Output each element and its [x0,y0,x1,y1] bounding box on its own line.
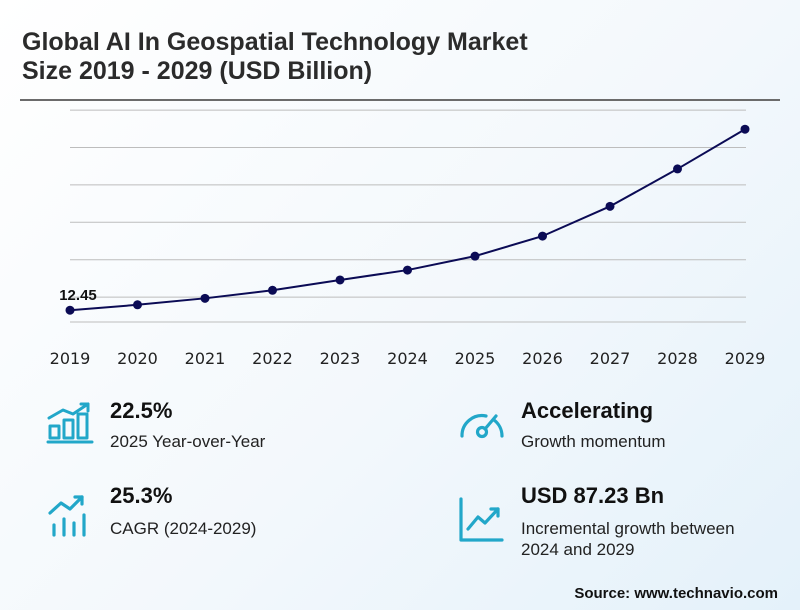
stat-value: 25.3% [110,483,173,508]
stat-yoy: 22.5% 2025 Year-over-Year [46,398,376,458]
x-tick-label: 2028 [657,349,698,368]
data-point [470,251,480,261]
series-line [69,128,746,312]
data-point [538,231,547,241]
data-point [65,305,75,315]
data-point [605,201,615,211]
stat-desc: 2025 Year-over-Year [110,432,266,451]
x-tick-label: 2025 [455,349,496,368]
x-tick-label: 2019 [50,349,91,368]
data-point [335,275,345,285]
x-tick-label: 2021 [185,349,226,368]
line-chart: 2019 2020 2021 2022 2023 2024 2025 2026 2027 2028… [50,109,766,368]
data-point [673,164,682,174]
x-tick-label: 2020 [117,349,158,368]
data-label: 12.45 [59,287,97,304]
stat-value: 22.5% [110,398,173,423]
data-point [740,124,750,134]
stat-desc: Incremental growth between 2024 and 2029 [521,519,735,559]
bar-growth-icon [46,402,94,444]
stat-momentum: Accelerating Growth momentum [456,398,776,458]
data-point [200,293,210,303]
data-point [268,285,277,295]
chart-title: Global AI In Geospatial Technology Marke… [22,28,528,86]
data-point [403,265,412,275]
stat-value: USD 87.23 Bn [521,483,665,508]
stat-incremental: USD 87.23 Bn Incremental growth between … [456,483,776,563]
title-line-1: Global AI In Geospatial Technology Marke… [22,28,528,56]
x-tick-label: 2029 [725,349,766,368]
stat-desc: CAGR (2024-2029) [110,519,257,538]
source-credit: Source: www.technavio.com [574,585,778,602]
x-tick-label: 2024 [387,349,428,368]
stat-value: Accelerating [521,398,654,423]
trend-bars-icon [48,495,86,537]
x-tick-label: 2023 [320,349,361,368]
title-divider [20,99,780,101]
x-tick-label: 2026 [522,349,563,368]
x-tick-label: 2022 [252,349,293,368]
x-tick-label: 2027 [590,349,631,368]
stat-cagr: 25.3% CAGR (2024-2029) [46,483,376,553]
growth-chart-icon [459,497,504,542]
gauge-icon [460,414,504,439]
data-point [133,300,142,310]
title-line-2: Size 2019 - 2029 (USD Billion) [22,57,373,85]
stat-desc: Growth momentum [521,432,666,451]
